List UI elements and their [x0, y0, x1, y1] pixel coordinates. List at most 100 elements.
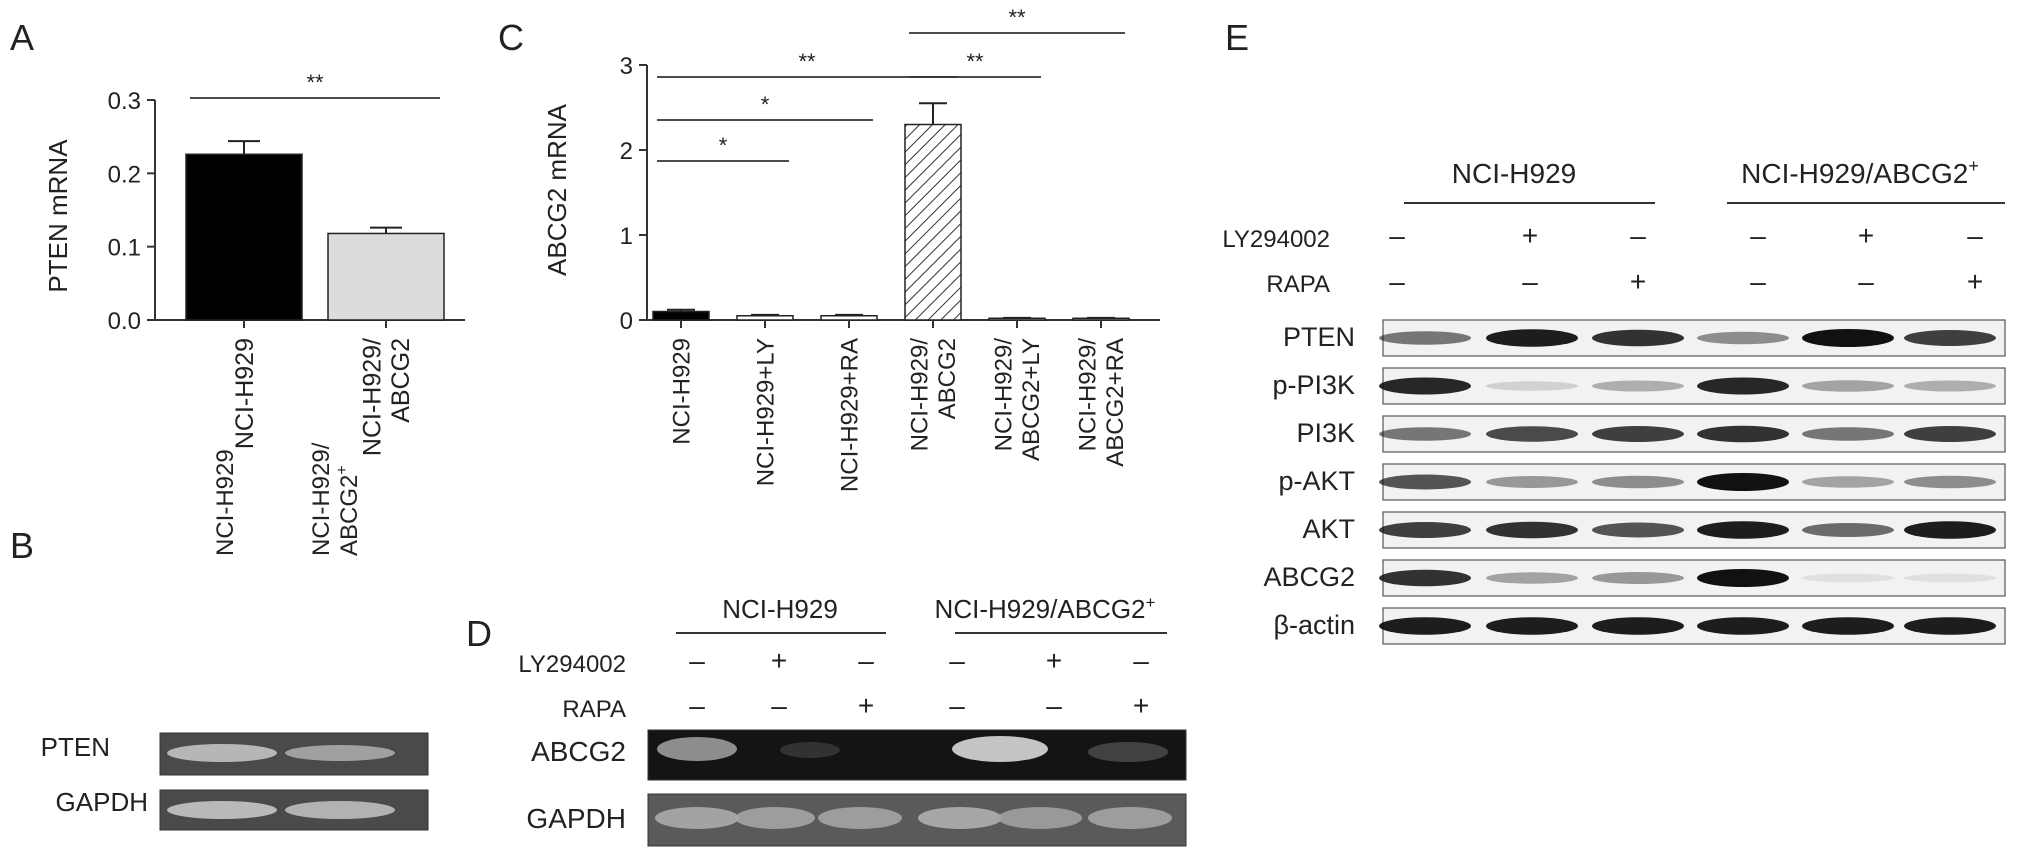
- blot-band: [1802, 617, 1894, 635]
- panel-b-col-1: NCI-H929: [212, 449, 239, 556]
- panel-a: A PTEN mRNA 0.0 0.1 0.2 0.3 NCI-H929 NCI-H929…: [10, 17, 465, 456]
- x-tick-label: NCI-H929+LY: [752, 338, 779, 486]
- x-tick-label-line: ABCG2+LY: [1018, 338, 1045, 461]
- treatment-mark: –: [1858, 266, 1874, 297]
- treatment-mark: –: [1630, 220, 1646, 251]
- band: [655, 807, 739, 829]
- band: [1088, 742, 1168, 762]
- panel-a-letter: A: [10, 17, 34, 58]
- blot-row-label: β-actin: [1273, 610, 1355, 640]
- panel-e-treat-ly-label: LY294002: [1222, 226, 1330, 253]
- treatment-mark: –: [1750, 220, 1766, 251]
- blot-band: [1592, 522, 1684, 538]
- blot-band: [1697, 425, 1789, 443]
- panel-c-chart: 0 1 2 3 NCI-H929 NCI-H929+LY NCI-H929+RA NCI-H9…: [620, 5, 1160, 492]
- treatment-mark: –: [1750, 266, 1766, 297]
- significance-label: **: [306, 70, 324, 95]
- blot-row-label: PTEN: [1283, 322, 1355, 352]
- panel-e-group-1: NCI-H929: [1452, 158, 1576, 189]
- treatment-mark: –: [1389, 266, 1405, 297]
- panel-b-blot-pten: [159, 732, 429, 776]
- x-tick-label-line: NCI-H929/: [907, 338, 934, 452]
- x-tick-label-line: NCI-H929+RA: [836, 338, 863, 492]
- panel-d-group-2-sup: +: [1146, 593, 1156, 612]
- significance-label: **: [798, 49, 816, 74]
- blot-band: [1802, 573, 1894, 583]
- blot-band: [1592, 426, 1684, 442]
- blot-band: [1904, 573, 1996, 583]
- significance-label: *: [719, 133, 728, 158]
- treatment-mark: +: [1046, 645, 1062, 676]
- band: [167, 801, 277, 819]
- panel-b-blot-gapdh: [159, 789, 429, 831]
- blot-band: [1904, 521, 1996, 539]
- treatment-mark: +: [1858, 220, 1874, 251]
- blot-strip: [1382, 367, 2006, 405]
- panel-e-group-2-sup: +: [1968, 156, 1979, 176]
- x-tick-label: NCI-H929/ABCG2+RA: [1075, 338, 1130, 467]
- panel-b-col-2-line2: ABCG2: [336, 475, 363, 556]
- panel-b-col-2-sup: +: [334, 465, 351, 474]
- x-tick-label-line: NCI-H929+LY: [752, 338, 779, 486]
- blot-band: [1697, 331, 1789, 345]
- blot-band: [1486, 426, 1578, 442]
- panel-c-ylabel: ABCG2 mRNA: [542, 103, 572, 276]
- panel-b-row-gapdh: GAPDH: [56, 787, 148, 817]
- band: [1088, 807, 1172, 829]
- blot-band: [1379, 617, 1471, 635]
- band: [167, 744, 277, 762]
- x-tick-label-line: NCI-H929/: [358, 338, 386, 456]
- significance-label: **: [966, 49, 984, 74]
- significance-label: **: [1008, 5, 1026, 30]
- blot-band: [1802, 476, 1894, 488]
- treatment-mark: –: [1046, 690, 1062, 721]
- panel-d-treat-ly-label: LY294002: [518, 651, 626, 678]
- treatment-mark: –: [1967, 220, 1983, 251]
- blot-band: [1592, 475, 1684, 489]
- panel-e-group-2-text: NCI-H929/ABCG2: [1741, 158, 1968, 189]
- y-tick-label: 0.2: [108, 161, 141, 188]
- blot-band: [1379, 569, 1471, 587]
- panel-c-letter: C: [498, 17, 524, 58]
- blot-band: [1697, 377, 1789, 395]
- blot-band: [1379, 331, 1471, 345]
- y-tick-label: 0.0: [108, 308, 141, 335]
- blot-band: [1904, 330, 1996, 346]
- x-tick-label: NCI-H929: [231, 338, 259, 449]
- panel-d-marks: – + – – + – – – + – – +: [689, 645, 1149, 721]
- y-tick-label: 2: [620, 138, 633, 165]
- blot-row-label: p-PI3K: [1272, 370, 1355, 400]
- bar: [904, 123, 962, 321]
- significance-label: *: [761, 92, 770, 117]
- blot-band: [1904, 617, 1996, 635]
- x-tick-label: NCI-H929/ABCG2+LY: [991, 338, 1046, 461]
- treatment-mark: +: [1522, 220, 1538, 251]
- blot-band: [1486, 521, 1578, 539]
- panel-a-ylabel: PTEN mRNA: [43, 139, 73, 293]
- blot-band: [1486, 572, 1578, 584]
- blot-band: [1486, 476, 1578, 488]
- blot-row-label: p-AKT: [1278, 466, 1355, 496]
- x-tick-label-line: ABCG2+RA: [1102, 338, 1129, 467]
- treatment-mark: +: [1967, 266, 1983, 297]
- panel-b-col-2-line1: NCI-H929/: [308, 442, 335, 556]
- blot-band: [1904, 426, 1996, 442]
- blot-band: [1904, 475, 1996, 489]
- treatment-mark: –: [1522, 266, 1538, 297]
- panel-d-row-abcg2: ABCG2: [531, 736, 626, 767]
- panel-e-blots: PTEN p-PI3K PI3K p-AKT AKT ABCG2 β-actin: [1263, 319, 2006, 645]
- panel-d-group-1: NCI-H929: [722, 594, 838, 624]
- panel-b-letter: B: [10, 525, 34, 566]
- treatment-mark: –: [1389, 220, 1405, 251]
- bar: [736, 315, 794, 321]
- panel-e: E NCI-H929 NCI-H929/ABCG2+ LY294002 RAPA…: [1222, 17, 2006, 645]
- x-tick-label-line: NCI-H929: [231, 338, 259, 449]
- blot-band: [1592, 617, 1684, 635]
- treatment-mark: –: [771, 690, 787, 721]
- blot-row-label: AKT: [1302, 514, 1355, 544]
- blot-band: [1697, 617, 1789, 635]
- panel-d-group-2-text: NCI-H929/ABCG2: [935, 594, 1146, 624]
- panel-d-row-gapdh: GAPDH: [526, 803, 626, 834]
- blot-band: [1486, 617, 1578, 635]
